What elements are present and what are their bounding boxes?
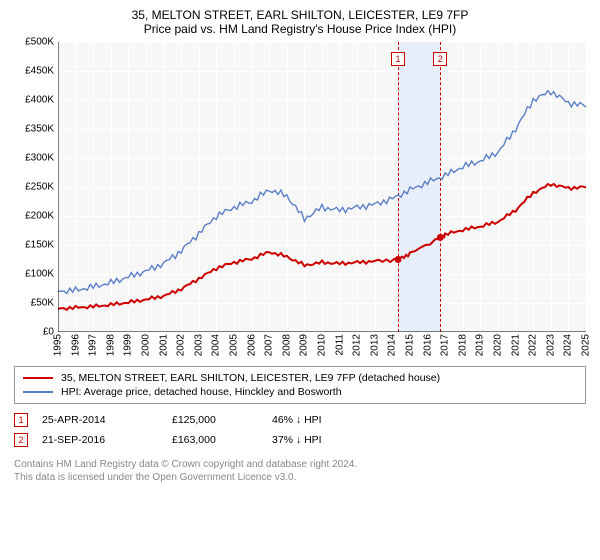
y-tick-label: £200K: [25, 211, 54, 222]
event-row: 2 21-SEP-2016£163,00037% ↓ HPI: [14, 430, 586, 450]
x-tick-label: 2022: [528, 334, 539, 356]
footer-line-2: This data is licensed under the Open Gov…: [14, 471, 586, 484]
sale-point: [395, 256, 402, 263]
legend-label: 35, MELTON STREET, EARL SHILTON, LEICEST…: [61, 372, 440, 384]
y-tick-label: £250K: [25, 182, 54, 193]
x-tick-label: 2020: [493, 334, 504, 356]
chart-container: 35, MELTON STREET, EARL SHILTON, LEICEST…: [0, 0, 600, 560]
chart-subtitle: Price paid vs. HM Land Registry's House …: [14, 22, 586, 36]
plot-svg: [58, 42, 586, 332]
x-tick-label: 2019: [475, 334, 486, 356]
legend-swatch: [23, 391, 53, 393]
x-tick-label: 2025: [581, 334, 592, 356]
events-table: 1 25-APR-2014£125,00046% ↓ HPI 2 21-SEP-201…: [14, 410, 586, 450]
x-tick-label: 2000: [141, 334, 152, 356]
y-tick-label: £450K: [25, 66, 54, 77]
y-tick-label: £100K: [25, 269, 54, 280]
x-tick-label: 1995: [53, 334, 64, 356]
legend-label: HPI: Average price, detached house, Hinc…: [61, 386, 342, 398]
legend-row: 35, MELTON STREET, EARL SHILTON, LEICEST…: [23, 371, 577, 385]
chart-area: 12 £0£50K£100K£150K£200K£250K£300K£350K£…: [14, 42, 586, 360]
x-tick-label: 2008: [281, 334, 292, 356]
x-tick-label: 2010: [317, 334, 328, 356]
x-tick-label: 1996: [70, 334, 81, 356]
x-tick-label: 2018: [457, 334, 468, 356]
x-tick-label: 2009: [299, 334, 310, 356]
x-tick-label: 2004: [211, 334, 222, 356]
x-tick-label: 2023: [545, 334, 556, 356]
x-tick-label: 2007: [264, 334, 275, 356]
x-tick-label: 2014: [387, 334, 398, 356]
x-tick-label: 2024: [563, 334, 574, 356]
footer-line-1: Contains HM Land Registry data © Crown c…: [14, 458, 586, 471]
x-tick-label: 2011: [334, 334, 345, 356]
x-tick-label: 2017: [440, 334, 451, 356]
series-line: [58, 91, 586, 294]
x-tick-label: 2005: [229, 334, 240, 356]
event-marker: 1: [14, 413, 28, 427]
event-delta: 37% ↓ HPI: [272, 434, 362, 446]
y-tick-label: £400K: [25, 95, 54, 106]
y-tick-label: £150K: [25, 240, 54, 251]
x-tick-label: 2006: [246, 334, 257, 356]
y-tick-label: £350K: [25, 124, 54, 135]
y-tick-label: £300K: [25, 153, 54, 164]
x-tick-label: 2003: [193, 334, 204, 356]
x-tick-label: 2021: [510, 334, 521, 356]
x-tick-label: 1998: [105, 334, 116, 356]
event-delta: 46% ↓ HPI: [272, 414, 362, 426]
event-date: 25-APR-2014: [42, 414, 172, 426]
legend: 35, MELTON STREET, EARL SHILTON, LEICEST…: [14, 366, 586, 404]
y-axis: £0£50K£100K£150K£200K£250K£300K£350K£400…: [14, 42, 58, 332]
x-tick-label: 2012: [352, 334, 363, 356]
y-tick-label: £50K: [31, 298, 54, 309]
x-tick-label: 2001: [158, 334, 169, 356]
x-tick-label: 1999: [123, 334, 134, 356]
x-axis: 1995199619971998199920002001200220032004…: [58, 332, 586, 360]
event-row: 1 25-APR-2014£125,00046% ↓ HPI: [14, 410, 586, 430]
y-tick-label: £500K: [25, 37, 54, 48]
x-tick-label: 2015: [405, 334, 416, 356]
x-tick-label: 2016: [422, 334, 433, 356]
x-tick-label: 2002: [176, 334, 187, 356]
event-price: £125,000: [172, 414, 272, 426]
sale-point: [437, 234, 444, 241]
legend-row: HPI: Average price, detached house, Hinc…: [23, 385, 577, 399]
footer: Contains HM Land Registry data © Crown c…: [14, 458, 586, 484]
x-tick-label: 2013: [369, 334, 380, 356]
event-marker: 2: [14, 433, 28, 447]
event-date: 21-SEP-2016: [42, 434, 172, 446]
x-tick-label: 1997: [88, 334, 99, 356]
chart-title: 35, MELTON STREET, EARL SHILTON, LEICEST…: [14, 8, 586, 22]
event-price: £163,000: [172, 434, 272, 446]
legend-swatch: [23, 377, 53, 379]
